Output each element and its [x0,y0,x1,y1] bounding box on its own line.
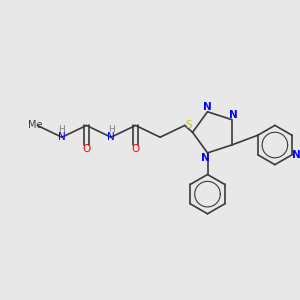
Text: H: H [108,125,114,134]
Text: O: O [82,144,91,154]
Text: S: S [185,120,192,130]
Text: N: N [203,102,212,112]
Text: N: N [292,150,300,160]
Text: N: N [201,153,210,163]
Text: O: O [131,144,140,154]
Text: N: N [107,132,115,142]
Text: N: N [58,132,66,142]
Text: N: N [229,110,238,120]
Text: Me: Me [28,120,43,130]
Text: H: H [58,125,65,134]
